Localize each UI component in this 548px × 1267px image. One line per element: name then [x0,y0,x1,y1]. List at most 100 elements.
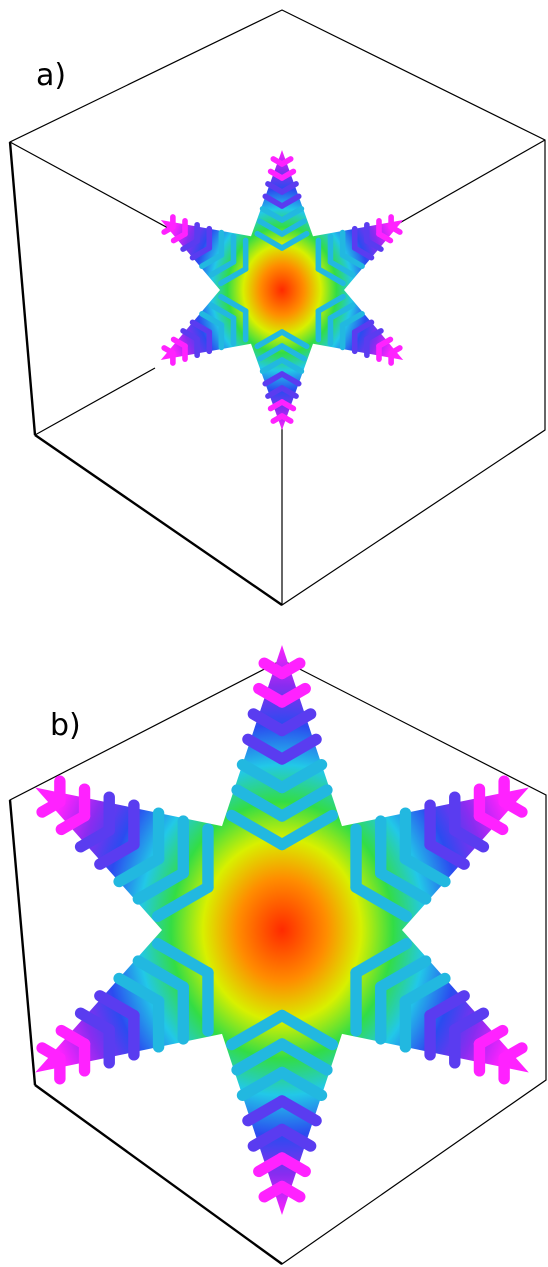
flake-branch [375,955,432,993]
flake-branch [449,1007,490,1036]
flake-branch [55,810,91,836]
flake-branch [242,733,288,765]
flake-branch [351,245,375,261]
flake-branch [225,809,288,851]
flake-branch [279,206,305,223]
cube-edge [34,367,156,436]
flake-branch [151,881,214,923]
flake-branch [351,319,375,335]
flake-branch [376,336,394,349]
flake-branch [259,357,285,375]
flake-branch [315,266,346,287]
flake-branch [276,759,328,794]
flake-branch [276,1123,317,1152]
flake-branch [113,972,165,1007]
flake-branch [257,343,285,362]
flake-branch [199,252,225,270]
flake-branch [236,1066,288,1102]
flake-branch [161,224,176,235]
flake-branch [279,413,294,424]
flake-branch [388,345,403,356]
flake-branch [208,259,237,278]
flake-branch [375,867,432,905]
flake-branch [74,824,115,853]
flake-branch [279,399,297,412]
flake-branch [279,218,307,237]
flake-branch [189,319,213,335]
flake-branch [225,1009,288,1051]
flake-branch [276,733,322,765]
flake-branch [262,371,285,387]
flake-branch [218,266,249,287]
cube-edge [8,799,37,1086]
flake-branch [276,1066,328,1102]
flake-branch [315,293,346,314]
flake-branch [279,357,305,375]
flake-branch [94,838,140,870]
flake-branch [132,867,189,905]
flake-branch [236,759,288,794]
flake-branch [132,955,189,993]
flake-branch [247,708,288,737]
flake-branch [424,990,470,1022]
flake-branch [279,385,299,399]
flake-branch [339,252,365,270]
flake-branch [473,1024,509,1050]
flake-branch [231,784,288,822]
flake-branch [265,181,285,195]
flake-branch [276,1038,333,1076]
flake-branch [267,168,285,181]
flake-branch [327,302,356,321]
flake-branch [113,853,165,888]
flake-branch [36,796,66,818]
flake-branch [180,238,200,252]
flake-branch [276,809,339,851]
cube-edge [8,141,37,436]
panel-label: b) [50,708,81,743]
flake-branch [276,1180,306,1203]
flake-branch [279,329,310,350]
flake-branch [350,937,413,979]
flake-branch [258,657,288,680]
flake-branch [254,230,285,251]
flake-branch [276,784,333,822]
panel-label: a) [36,58,66,93]
snowflake [160,150,404,430]
flake-branch [339,310,365,328]
flake-branch [231,1038,288,1076]
flake-branch [279,193,302,209]
flake-branch [279,343,307,362]
flake-branch [94,990,140,1022]
flake-branch [189,245,213,261]
flake-body [160,150,404,430]
cube-edge [34,434,283,606]
flake-branch [253,682,288,708]
flake-branch [262,193,285,209]
snowflake [35,645,529,1215]
flake-branch [218,293,249,314]
flake-branch [327,259,356,278]
flake-branch [151,937,214,979]
flake-branch [199,310,225,328]
flake-branch [270,156,285,167]
flake-branch [254,329,285,350]
flake-branch [259,206,285,223]
cube-edge [34,1084,283,1265]
flake-branch [276,1095,322,1127]
flake-branch [399,853,451,888]
panel-b: b) [8,645,547,1265]
flake-branch [424,838,470,870]
flake-branch [279,230,310,251]
flake-branch [208,302,237,321]
flake-branch [276,1152,311,1178]
flake-branch [257,218,285,237]
flake-branch [364,328,384,342]
flake-branch [399,972,451,1007]
flake-branch [498,1042,528,1064]
flake-body [35,645,529,1215]
flake-branch [276,1009,339,1051]
flake-branch [170,231,188,244]
flake-branch [279,371,302,387]
